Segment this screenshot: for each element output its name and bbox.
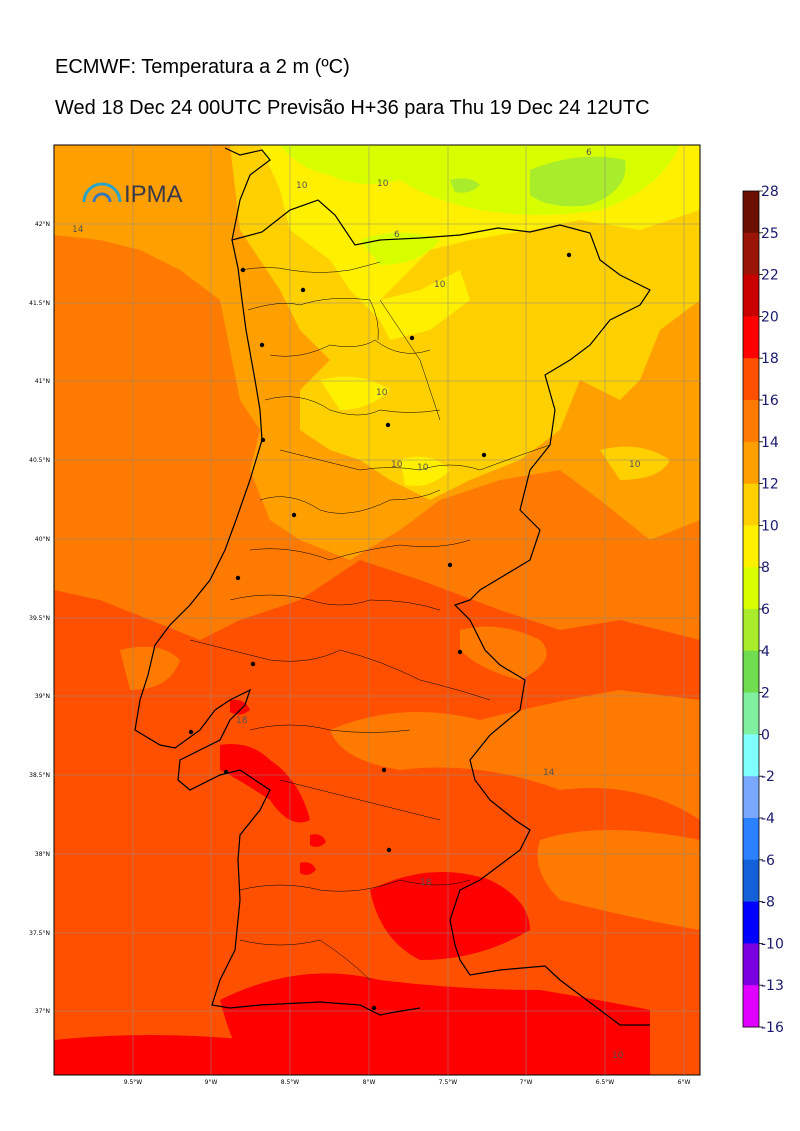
colorbar-label: 18 <box>761 351 779 367</box>
colorbar-label: -16 <box>761 1020 784 1036</box>
lat-label: 40°N <box>35 536 50 543</box>
contour-label: 10 <box>612 1051 624 1061</box>
colorbar-swatch <box>743 734 759 777</box>
colorbar-swatch <box>743 609 759 652</box>
lat-label: 39°N <box>35 693 50 700</box>
colorbar-label: 12 <box>761 477 779 493</box>
ipma-logo: IPMA <box>82 181 183 208</box>
lat-label: 41°N <box>35 378 50 385</box>
lat-label: 38°N <box>35 851 50 858</box>
colorbar-swatch <box>743 274 759 317</box>
contour-label: 14 <box>543 768 555 778</box>
colorbar-label: -10 <box>761 936 784 952</box>
city-markers <box>188 252 572 1011</box>
colorbar-swatch <box>743 985 759 1028</box>
lat-label: 37.5°N <box>29 930 50 937</box>
lon-label: 7°W <box>520 1079 533 1086</box>
colorbar-label: 10 <box>761 518 779 534</box>
latitude-labels: 42°N 41.5°N 41°N 40.5°N 40°N 39.5°N 39°N… <box>29 221 50 1015</box>
colorbar-label: 20 <box>761 309 779 325</box>
colorbar-label: 14 <box>761 435 779 451</box>
temperature-field <box>54 145 700 1075</box>
colorbar-swatch <box>743 358 759 401</box>
lat-label: 40.5°N <box>29 457 50 464</box>
colorbar-label: 0 <box>761 727 770 743</box>
contour-label: 6 <box>394 230 400 240</box>
lat-label: 42°N <box>35 221 50 228</box>
colorbar-label: 25 <box>761 226 779 242</box>
colorbar-swatch <box>743 901 759 944</box>
colorbar-label: 4 <box>761 644 770 660</box>
colorbar-label: -6 <box>761 853 775 869</box>
colorbar-swatch <box>743 776 759 819</box>
contour-label: 10 <box>417 463 429 473</box>
colorbar-swatch <box>743 483 759 526</box>
colorbar-label: 28 <box>761 184 779 200</box>
lat-label: 37°N <box>35 1008 50 1015</box>
lon-label: 7.5°W <box>439 1079 458 1086</box>
coastline <box>134 147 651 1026</box>
colorbar-label: -4 <box>761 811 775 827</box>
contour-label: 10 <box>376 388 388 398</box>
contour-label: 10 <box>296 181 308 191</box>
colorbar-swatch <box>743 692 759 735</box>
contour-label: 10 <box>434 280 446 290</box>
colorbar-label: 16 <box>761 393 779 409</box>
contour-label: 6 <box>586 148 592 158</box>
map-title: ECMWF: Temperatura a 2 m (ºC) <box>55 56 350 78</box>
colorbar-swatch <box>743 859 759 903</box>
colorbar-label: -2 <box>761 769 775 785</box>
colorbar-swatch <box>743 650 759 694</box>
colorbar-label: 22 <box>761 268 779 284</box>
contour-label: 18 <box>236 716 248 726</box>
lon-label: 9.5°W <box>124 1079 143 1086</box>
colorbar-label: 8 <box>761 560 770 576</box>
colorbar-swatch <box>743 567 759 610</box>
lon-label: 8.5°W <box>281 1079 300 1086</box>
lon-label: 8°W <box>363 1079 376 1086</box>
contour-label: 10 <box>391 460 403 470</box>
contour-labels: 14 10 10 6 6 10 10 10 10 10 18 14 18 10 <box>72 148 641 1061</box>
district-boundaries <box>189 261 551 981</box>
lat-label: 38.5°N <box>29 772 50 779</box>
map-frame <box>53 144 701 1076</box>
ipma-logo-text: IPMA <box>124 181 183 208</box>
colorbar-swatch <box>743 441 759 485</box>
colorbar-label: 6 <box>761 602 770 618</box>
colorbar-swatch <box>743 818 759 861</box>
colorbar-label: -8 <box>761 895 775 911</box>
lat-label: 39.5°N <box>29 615 50 622</box>
lat-label: 41.5°N <box>29 300 50 307</box>
colorbar-swatch <box>743 943 759 986</box>
colorbar-swatch <box>743 191 759 234</box>
lon-label: 9°W <box>205 1079 218 1086</box>
contour-label: 18 <box>420 878 432 888</box>
contour-label: 10 <box>629 460 641 470</box>
contour-label: 14 <box>72 225 84 235</box>
colorbar-swatch <box>743 400 759 443</box>
longitude-labels: 9.5°W 9°W 8.5°W 8°W 7.5°W 7°W 6.5°W 6°W <box>124 1079 691 1086</box>
colorbar-swatch <box>743 232 759 276</box>
colorbar-swatch <box>743 525 759 568</box>
colorbar-swatch <box>743 316 759 359</box>
lon-label: 6°W <box>678 1079 691 1086</box>
colorbar-label: 2 <box>761 686 770 702</box>
contour-label: 10 <box>377 179 389 189</box>
lon-label: 6.5°W <box>596 1079 615 1086</box>
colorbar-label: -13 <box>761 978 784 994</box>
map-subtitle: Wed 18 Dec 24 00UTC Previsão H+36 para T… <box>55 97 650 119</box>
